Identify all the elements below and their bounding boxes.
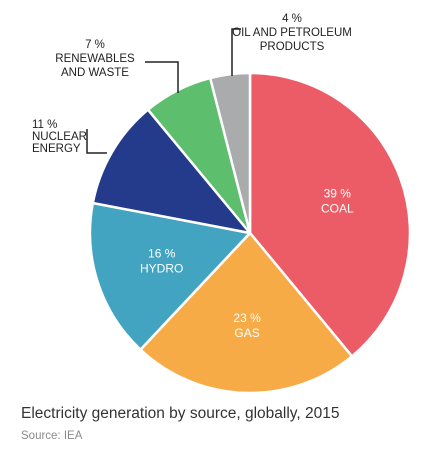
pie-slice-hydro	[88, 201, 252, 351]
pie-slice-gas	[139, 231, 354, 395]
slice-name-label-renewables-and-waste: RENEWABLES	[55, 53, 135, 65]
chart-source: Source: IEA	[21, 430, 83, 442]
inside-labels: 39 %COAL 23 %GAS 16 %HYDRO	[140, 187, 354, 340]
slice-percent-label-coal: 39 %	[324, 187, 352, 201]
slice-name-label-nuclear-energy-2: ENERGY	[32, 143, 81, 155]
slice-name-label-gas: GAS	[234, 326, 259, 340]
pie-slice-oil-and-petroleum-products	[208, 71, 252, 235]
slice-percent-label-nuclear-energy: 11 %	[32, 119, 57, 131]
slice-name-label-oil-and-petroleum-products: OIL AND PETROLEUM	[232, 27, 352, 39]
slice-name-label-hydro: HYDRO	[140, 262, 183, 276]
pie-slices	[88, 71, 412, 395]
pie-slice-nuclear-energy	[91, 108, 252, 235]
leader-line-nuclear-energy	[86, 129, 107, 154]
slice-percent-label-hydro: 16 %	[148, 247, 176, 261]
slice-percent-label-renewables-and-waste: 7 %	[85, 39, 105, 51]
slice-name-label-renewables-and-waste-2: AND WASTE	[61, 67, 129, 79]
leader-line-renewables-and-waste	[145, 61, 179, 93]
slice-name-label-coal: COAL	[321, 202, 354, 216]
slice-percent-label-gas: 23 %	[233, 311, 261, 325]
slice-percent-label-oil-and-petroleum-products: 4 %	[282, 13, 302, 25]
slice-name-label-nuclear-energy: NUCLEAR	[32, 131, 87, 143]
slice-name-label-oil-and-petroleum-products-2: PRODUCTS	[260, 41, 325, 53]
chart-title: Electricity generation by source, global…	[21, 405, 340, 422]
leader-line-oil-and-petroleum-products	[231, 28, 241, 76]
pie-slice-coal	[248, 71, 412, 358]
